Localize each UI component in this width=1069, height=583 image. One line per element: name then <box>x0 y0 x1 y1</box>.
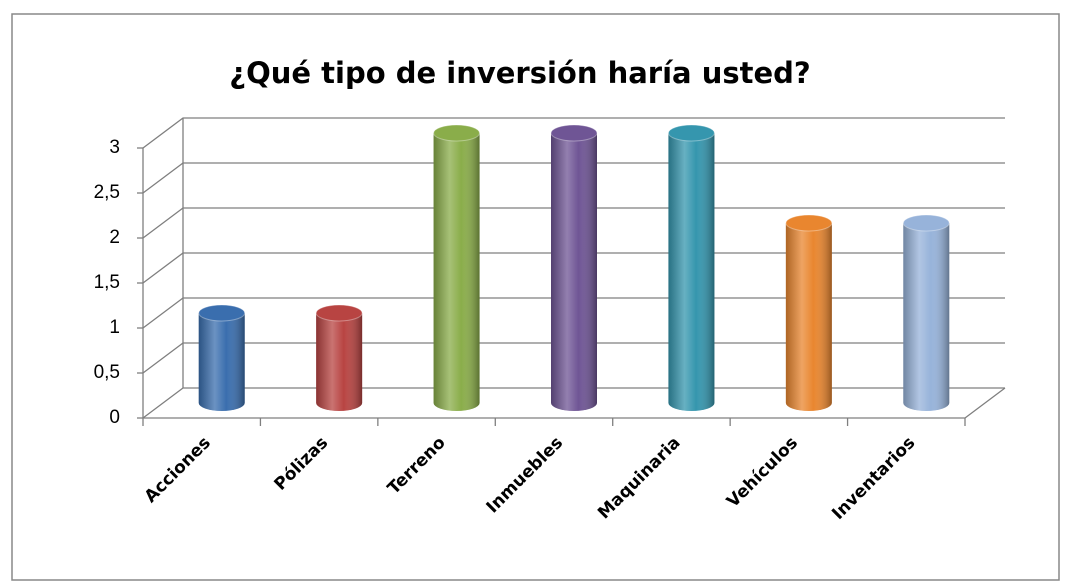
bar-top <box>550 124 598 142</box>
bar-shade <box>433 133 480 411</box>
bar-top <box>198 304 246 322</box>
bar-top <box>785 214 833 232</box>
bar-top <box>315 304 363 322</box>
bar-top <box>902 214 950 232</box>
bar-shade <box>903 223 950 411</box>
bar-shade <box>668 133 715 411</box>
y-tick-label: 0,5 <box>94 362 120 383</box>
y-tick-label: 2,5 <box>94 182 120 203</box>
bar-shade <box>785 223 832 411</box>
bar-shade <box>198 313 245 411</box>
chart-title: ¿Qué tipo de inversión haría usted? <box>229 56 810 90</box>
bar-shade <box>316 313 363 411</box>
bar-top <box>667 124 715 142</box>
y-tick-label: 1,5 <box>94 272 120 293</box>
y-tick-label: 1 <box>109 317 120 338</box>
y-tick-label: 2 <box>109 227 120 248</box>
y-tick-label: 3 <box>109 137 120 158</box>
y-tick-label: 0 <box>109 407 120 428</box>
chart-border <box>11 13 1060 581</box>
bar-top <box>433 124 481 142</box>
bar-shade <box>551 133 597 411</box>
